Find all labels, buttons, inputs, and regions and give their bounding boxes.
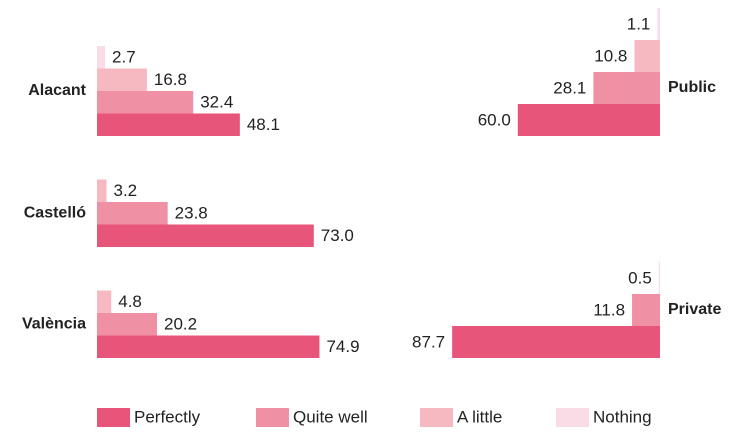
value-label: 10.8 <box>594 46 627 65</box>
bar <box>632 294 660 326</box>
bar <box>97 68 147 91</box>
category-label: València <box>22 315 86 332</box>
bar <box>658 262 660 294</box>
value-label: 0.5 <box>628 268 652 287</box>
bar <box>634 40 660 72</box>
bar <box>517 104 660 136</box>
legend-label: Quite well <box>293 407 368 426</box>
bar <box>97 224 314 247</box>
bar <box>97 46 106 69</box>
category-label: Castelló <box>24 204 86 221</box>
bar <box>97 202 168 225</box>
bar <box>452 326 660 358</box>
bar <box>97 290 112 313</box>
legend-label: A little <box>457 407 502 426</box>
value-label: 16.8 <box>154 70 187 89</box>
value-label: 74.9 <box>326 337 359 356</box>
bar <box>97 313 157 336</box>
value-label: 20.2 <box>164 315 197 334</box>
value-label: 4.8 <box>118 292 142 311</box>
legend-swatch <box>420 408 453 427</box>
bar <box>657 8 660 40</box>
legend-label: Nothing <box>593 407 652 426</box>
bar <box>97 113 240 136</box>
legend-swatch <box>256 408 289 427</box>
bar <box>97 91 194 114</box>
legend-swatch <box>97 408 130 427</box>
value-label: 3.2 <box>114 181 138 200</box>
value-label: 23.8 <box>175 204 208 223</box>
value-label: 2.7 <box>112 48 136 67</box>
value-label: 48.1 <box>247 115 280 134</box>
category-label: Private <box>668 301 721 318</box>
category-label: Alacant <box>28 82 86 99</box>
bar <box>97 179 107 202</box>
value-label: 32.4 <box>200 93 233 112</box>
value-label: 60.0 <box>478 110 511 129</box>
bar <box>97 335 320 358</box>
value-label: 28.1 <box>553 78 586 97</box>
category-label: Public <box>668 79 716 96</box>
legend-swatch <box>556 408 589 427</box>
value-label: 73.0 <box>321 226 354 245</box>
value-label: 1.1 <box>627 14 651 33</box>
value-label: 87.7 <box>412 332 445 351</box>
legend-label: Perfectly <box>134 407 201 426</box>
bar <box>593 72 660 104</box>
value-label: 11.8 <box>593 300 625 319</box>
